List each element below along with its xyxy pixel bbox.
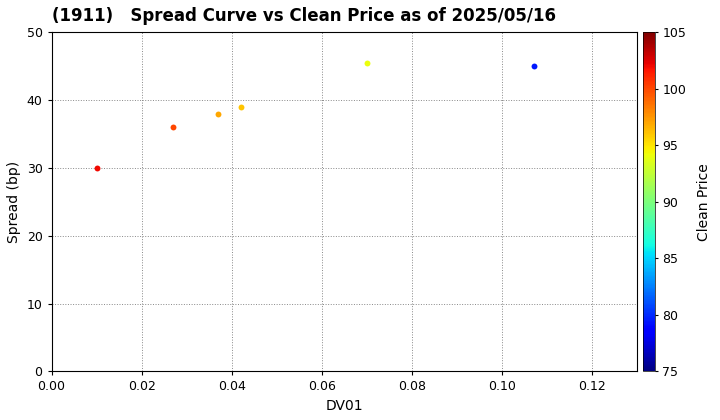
Point: [91, 165, 102, 171]
X-axis label: DV01: DV01: [325, 399, 363, 413]
Y-axis label: Spread (bp): Spread (bp): [7, 161, 21, 243]
Point: [167, 124, 179, 131]
Point: [528, 63, 539, 69]
Point: [235, 103, 246, 110]
Y-axis label: Clean Price: Clean Price: [697, 163, 711, 241]
Text: (1911)   Spread Curve vs Clean Price as of 2025/05/16: (1911) Spread Curve vs Clean Price as of…: [52, 7, 556, 25]
Point: [212, 110, 224, 117]
Point: [361, 59, 373, 66]
